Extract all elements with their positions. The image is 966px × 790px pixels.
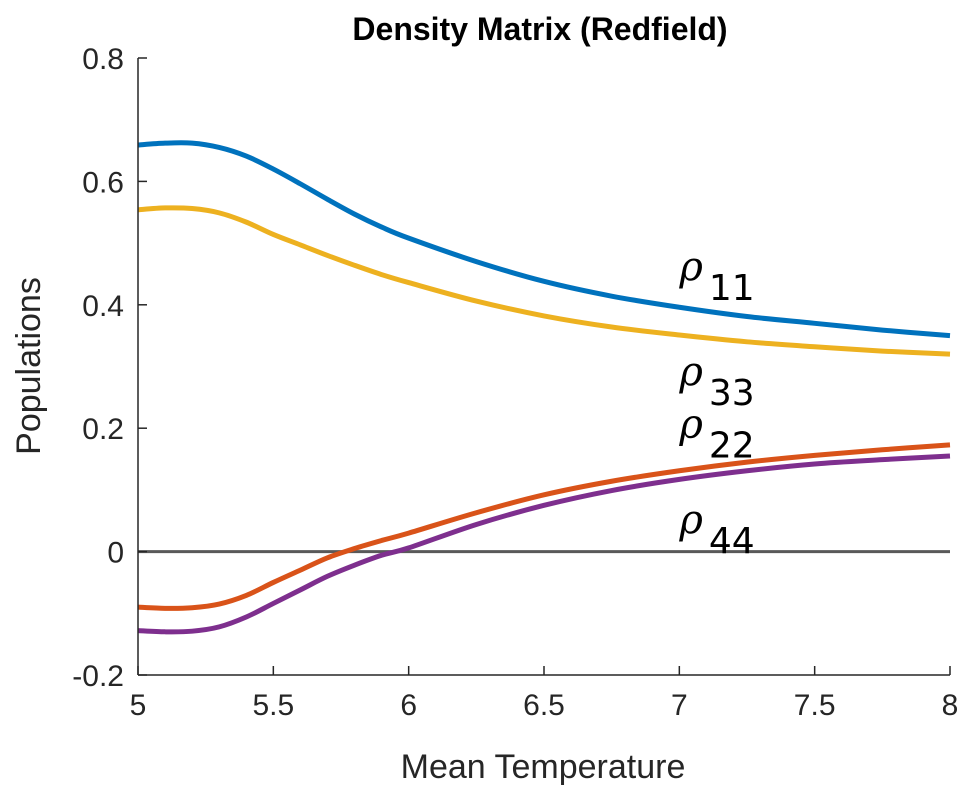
y-tick-label: 0.2 (82, 413, 124, 446)
y-tick-label: 0.6 (82, 166, 124, 199)
series-label-rho-11: ρ 11 (678, 244, 754, 309)
rho-symbol: ρ (678, 401, 703, 447)
rho-symbol: ρ (678, 349, 703, 395)
series-label-rho-44: ρ 44 (678, 497, 754, 562)
rho-symbol: ρ (678, 497, 703, 543)
y-tick-label: 0.8 (82, 43, 124, 76)
rho-subscript: 44 (709, 521, 755, 562)
series-layer (137, 140, 951, 635)
x-tick-label: 7.5 (794, 689, 836, 722)
rho-subscript: 22 (709, 425, 755, 466)
series-line-rho-22 (137, 442, 951, 611)
series-line-rho-44 (137, 453, 951, 635)
x-tick-label: 5.5 (252, 689, 294, 722)
series-line-rho-33 (137, 205, 951, 357)
y-axis-label: Populations (10, 277, 48, 455)
rho-symbol: ρ (678, 244, 703, 290)
x-axis-label: Mean Temperature (401, 748, 686, 786)
y-tick-label: 0 (107, 537, 124, 570)
annotation-layer: ρ 11ρ 33ρ 22ρ 44 (678, 244, 754, 562)
series-label-rho-22: ρ 22 (678, 401, 754, 466)
rho-subscript: 11 (709, 268, 755, 309)
chart-title: Density Matrix (Redfield) (352, 11, 727, 47)
y-tick-label: 0.4 (82, 290, 124, 323)
x-tick-label: 6.5 (523, 689, 565, 722)
x-tick-label: 7 (671, 689, 688, 722)
x-tick-label: 8 (942, 689, 959, 722)
rho-subscript: 33 (709, 373, 755, 414)
ticks-layer: 5 5.5 6 6.5 7 7.5 8 -0.2 0 0.2 0.4 0.6 0.8 (72, 43, 958, 722)
series-label-rho-33: ρ 33 (678, 349, 754, 414)
series-line-rho-11 (137, 140, 951, 339)
x-tick-label: 6 (400, 689, 417, 722)
x-tick-label: 5 (130, 689, 147, 722)
y-tick-label: -0.2 (72, 660, 124, 693)
